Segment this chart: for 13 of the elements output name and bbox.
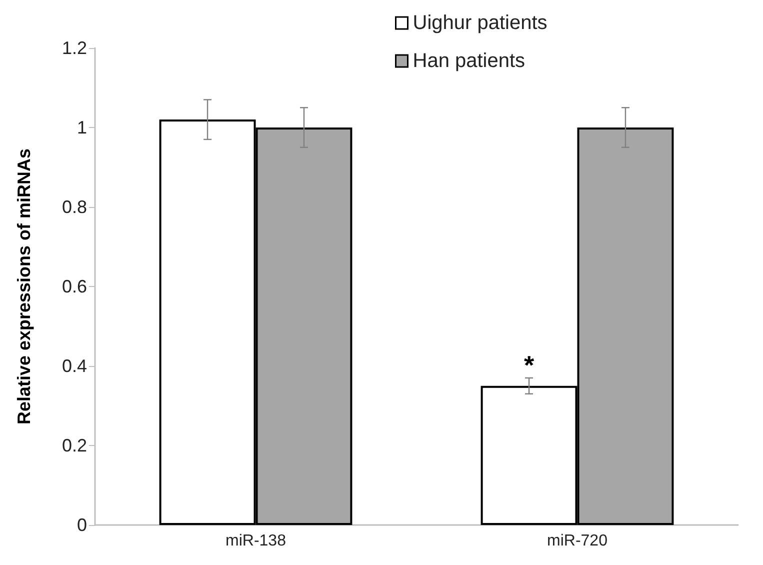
y-tick-label: 0.4	[62, 356, 87, 376]
legend-label: Han patients	[412, 50, 526, 72]
y-tick-label: 0	[76, 515, 87, 535]
legend-label: Uighur patients	[412, 12, 548, 34]
y-tick-label: 0.8	[62, 197, 87, 217]
x-tick-label: miR-138	[226, 532, 286, 550]
y-tick-label: 0.2	[62, 436, 87, 456]
y-tick-label: 0.6	[62, 276, 87, 296]
y-axis-title: Relative expressions of miRNAs	[14, 148, 34, 425]
y-tick-label: 1	[76, 118, 87, 138]
annotation: *	[524, 350, 535, 380]
x-tick-label: miR-720	[547, 532, 608, 550]
y-tick-label: 1.2	[62, 38, 87, 58]
